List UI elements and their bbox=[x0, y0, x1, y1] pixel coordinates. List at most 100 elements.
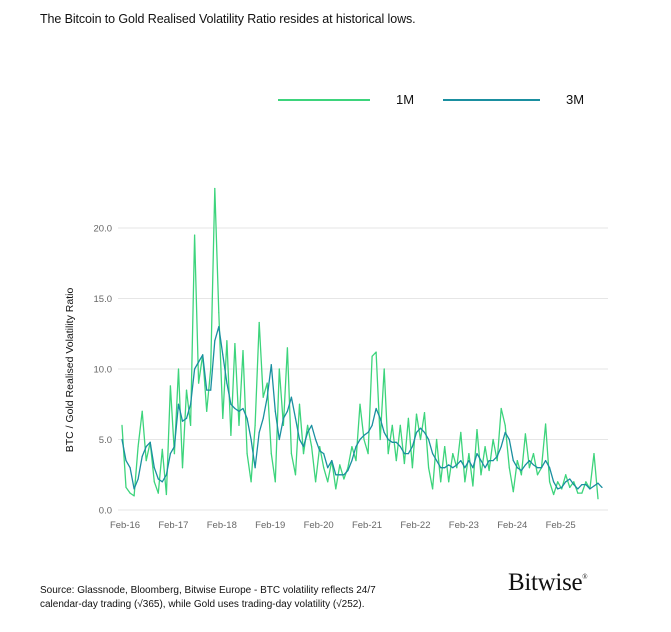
data-point-1m bbox=[448, 481, 450, 483]
data-point-1m bbox=[508, 467, 510, 469]
data-point-1m bbox=[210, 368, 212, 370]
data-point-3m bbox=[516, 467, 518, 469]
data-point-1m bbox=[427, 467, 430, 469]
data-point-3m bbox=[544, 460, 547, 462]
data-point-1m bbox=[480, 474, 482, 476]
data-point-3m bbox=[286, 410, 288, 412]
data-point-3m bbox=[581, 484, 583, 486]
data-point-3m bbox=[528, 460, 531, 462]
legend-label-3m: 3M bbox=[566, 92, 585, 107]
data-point-3m bbox=[363, 434, 365, 436]
data-point-1m bbox=[298, 403, 301, 405]
data-point-1m bbox=[254, 424, 256, 426]
data-point-3m bbox=[557, 488, 559, 490]
data-point-1m bbox=[323, 467, 325, 469]
data-point-1m bbox=[347, 467, 349, 469]
data-point-3m bbox=[169, 453, 172, 455]
x-tick-label: Feb-23 bbox=[449, 520, 479, 531]
data-point-1m bbox=[363, 438, 365, 441]
data-point-1m bbox=[440, 481, 442, 483]
data-point-3m bbox=[548, 467, 551, 469]
data-point-1m bbox=[359, 403, 361, 405]
logo-text: Bitwise bbox=[508, 569, 583, 596]
data-point-3m bbox=[456, 464, 458, 466]
chart-title: The Bitcoin to Gold Realised Volatility … bbox=[40, 12, 416, 26]
data-point-1m bbox=[524, 433, 526, 435]
y-tick-label: 15.0 bbox=[94, 294, 113, 305]
data-point-1m bbox=[411, 467, 414, 469]
data-point-1m bbox=[157, 492, 159, 494]
data-point-3m bbox=[419, 427, 422, 429]
data-point-1m bbox=[548, 481, 551, 483]
source-note: Source: Glassnode, Bloomberg, Bitwise Eu… bbox=[40, 584, 440, 612]
data-point-3m bbox=[436, 460, 438, 462]
data-point-3m bbox=[383, 431, 385, 434]
data-point-1m bbox=[488, 469, 490, 472]
source-line-1: Source: Glassnode, Bloomberg, Bitwise Eu… bbox=[40, 585, 376, 596]
x-tick-label: Feb-17 bbox=[158, 520, 188, 531]
data-point-3m bbox=[444, 467, 446, 469]
data-point-1m bbox=[500, 407, 502, 410]
data-point-3m bbox=[226, 382, 228, 384]
data-point-1m bbox=[351, 445, 353, 448]
data-point-1m bbox=[544, 423, 547, 425]
data-point-3m bbox=[177, 403, 180, 405]
data-point-3m bbox=[298, 438, 301, 441]
data-point-3m bbox=[415, 431, 418, 434]
data-point-3m bbox=[484, 467, 486, 469]
data-point-1m bbox=[561, 488, 563, 490]
data-point-3m bbox=[540, 467, 543, 469]
data-point-3m bbox=[452, 467, 454, 469]
data-point-3m bbox=[536, 467, 539, 469]
data-point-1m bbox=[262, 396, 264, 398]
legend-swatch-1m bbox=[278, 99, 370, 101]
data-point-1m bbox=[250, 481, 252, 483]
data-point-3m bbox=[339, 474, 341, 476]
data-point-3m bbox=[520, 469, 522, 472]
data-point-1m bbox=[432, 488, 434, 490]
data-point-3m bbox=[149, 441, 151, 443]
data-point-3m bbox=[508, 438, 510, 441]
data-point-3m bbox=[310, 424, 313, 426]
data-point-3m bbox=[488, 460, 490, 462]
data-point-3m bbox=[411, 445, 414, 448]
data-point-3m bbox=[230, 403, 232, 405]
data-point-3m bbox=[214, 340, 216, 342]
data-point-1m bbox=[476, 429, 478, 431]
data-point-3m bbox=[270, 364, 272, 366]
data-point-1m bbox=[581, 492, 583, 494]
data-point-3m bbox=[210, 389, 212, 391]
data-point-3m bbox=[464, 467, 466, 469]
data-point-3m bbox=[524, 464, 526, 466]
data-point-1m bbox=[214, 187, 216, 190]
data-point-1m bbox=[181, 467, 184, 469]
data-point-3m bbox=[589, 488, 591, 490]
data-point-3m bbox=[403, 453, 405, 455]
data-point-1m bbox=[270, 453, 272, 455]
data-point-1m bbox=[557, 481, 559, 483]
data-point-1m bbox=[310, 445, 313, 448]
data-point-1m bbox=[464, 481, 466, 483]
data-point-1m bbox=[294, 474, 297, 476]
data-point-1m bbox=[290, 453, 293, 455]
data-point-3m bbox=[181, 420, 184, 422]
data-point-1m bbox=[468, 453, 470, 455]
x-tick-label: Feb-16 bbox=[110, 520, 140, 531]
data-point-3m bbox=[347, 469, 349, 472]
data-point-1m bbox=[141, 410, 143, 412]
data-point-1m bbox=[504, 424, 506, 426]
x-tick-label: Feb-19 bbox=[255, 520, 285, 531]
data-point-3m bbox=[327, 467, 329, 469]
data-point-1m bbox=[456, 467, 458, 469]
data-point-1m bbox=[238, 424, 240, 426]
data-point-1m bbox=[484, 445, 486, 448]
data-point-3m bbox=[355, 445, 357, 448]
data-point-1m bbox=[379, 438, 381, 441]
data-point-3m bbox=[173, 445, 176, 448]
data-point-1m bbox=[242, 350, 244, 352]
data-point-1m bbox=[375, 351, 377, 353]
data-point-3m bbox=[440, 467, 442, 469]
data-point-3m bbox=[125, 460, 127, 462]
data-point-3m bbox=[242, 407, 244, 410]
source-line-2: calendar-day trading (√365), while Gold … bbox=[40, 599, 365, 610]
